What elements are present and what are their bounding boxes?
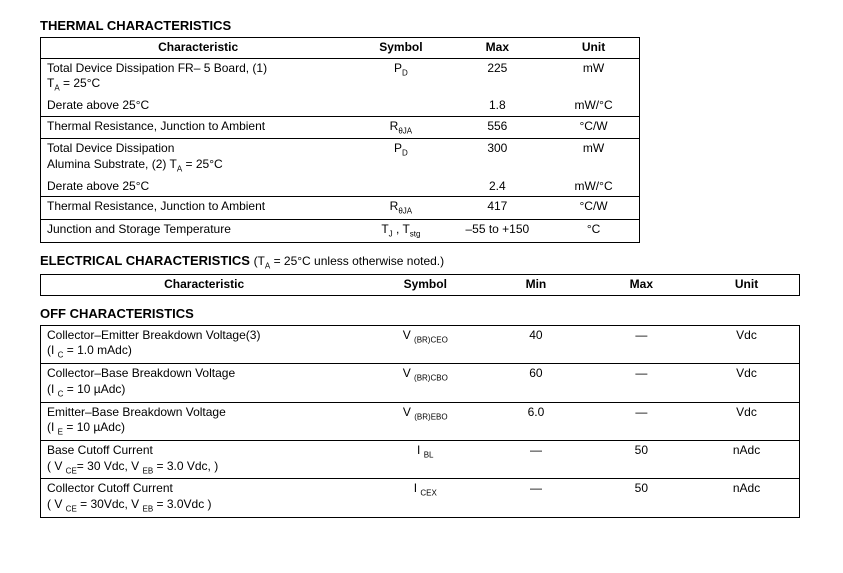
cell-max: — — [589, 364, 694, 402]
cell-char: Total Device DissipationAlumina Substrat… — [41, 139, 356, 177]
off-title: OFF CHARACTERISTICS — [40, 306, 803, 321]
table-row: Base Cutoff Current( V CE= 30 Vdc, V EB … — [41, 440, 800, 478]
cell-max: 225 — [447, 58, 549, 96]
table-row: Junction and Storage TemperatureTJ , Tst… — [41, 220, 640, 243]
cell-min: 40 — [483, 325, 588, 363]
table-row: Emitter–Base Breakdown Voltage(I E = 10 … — [41, 402, 800, 440]
cell-char: Derate above 25°C — [41, 177, 356, 197]
cell-unit: mW/°C — [548, 96, 639, 116]
cell-unit: °C — [548, 220, 639, 243]
cell-char: Thermal Resistance, Junction to Ambient — [41, 116, 356, 139]
cell-unit: mW — [548, 58, 639, 96]
cell-sym: I CEX — [367, 479, 483, 517]
eth-char: Characteristic — [41, 275, 368, 296]
cell-sym: PD — [355, 58, 446, 96]
table-row: Collector–Emitter Breakdown Voltage(3)(I… — [41, 325, 800, 363]
cell-sym: V (BR)CBO — [367, 364, 483, 402]
cell-sym: PD — [355, 139, 446, 177]
cell-unit: nAdc — [694, 479, 799, 517]
cell-sym — [355, 177, 446, 197]
cell-sym: V (BR)EBO — [367, 402, 483, 440]
cell-min: — — [483, 479, 588, 517]
thermal-title: THERMAL CHARACTERISTICS — [40, 18, 803, 33]
electrical-header-table: Characteristic Symbol Min Max Unit — [40, 274, 800, 296]
electrical-title-text: ELECTRICAL CHARACTERISTICS — [40, 253, 250, 268]
cell-min: 6.0 — [483, 402, 588, 440]
cell-char: Thermal Resistance, Junction to Ambient — [41, 197, 356, 220]
cell-max: 417 — [447, 197, 549, 220]
cell-unit: °C/W — [548, 116, 639, 139]
electrical-header-row: Characteristic Symbol Min Max Unit — [41, 275, 800, 296]
cell-char: Total Device Dissipation FR– 5 Board, (1… — [41, 58, 356, 96]
thermal-header-row: Characteristic Symbol Max Unit — [41, 38, 640, 59]
cell-max: — — [589, 402, 694, 440]
cell-char: Junction and Storage Temperature — [41, 220, 356, 243]
eth-sym: Symbol — [367, 275, 483, 296]
cell-min: — — [483, 440, 588, 478]
cell-char: Base Cutoff Current( V CE= 30 Vdc, V EB … — [41, 440, 368, 478]
th-char: Characteristic — [41, 38, 356, 59]
cell-char: Collector Cutoff Current( V CE = 30Vdc, … — [41, 479, 368, 517]
cell-max: — — [589, 325, 694, 363]
th-sym: Symbol — [355, 38, 446, 59]
cell-sym: I BL — [367, 440, 483, 478]
table-row: Thermal Resistance, Junction to AmbientR… — [41, 197, 640, 220]
cell-sym: RθJA — [355, 197, 446, 220]
cell-max: 50 — [589, 479, 694, 517]
cell-min: 60 — [483, 364, 588, 402]
cell-char: Emitter–Base Breakdown Voltage(I E = 10 … — [41, 402, 368, 440]
cell-sym: V (BR)CEO — [367, 325, 483, 363]
eth-max: Max — [589, 275, 694, 296]
table-row: Collector–Base Breakdown Voltage(I C = 1… — [41, 364, 800, 402]
cell-max: 2.4 — [447, 177, 549, 197]
table-row: Total Device Dissipation FR– 5 Board, (1… — [41, 58, 640, 96]
eth-unit: Unit — [694, 275, 799, 296]
cell-max: –55 to +150 — [447, 220, 549, 243]
cell-sym: TJ , Tstg — [355, 220, 446, 243]
cell-unit: °C/W — [548, 197, 639, 220]
cell-unit: nAdc — [694, 440, 799, 478]
table-row: Thermal Resistance, Junction to AmbientR… — [41, 116, 640, 139]
cell-char: Collector–Base Breakdown Voltage(I C = 1… — [41, 364, 368, 402]
th-unit: Unit — [548, 38, 639, 59]
eth-min: Min — [483, 275, 588, 296]
th-max: Max — [447, 38, 549, 59]
table-row: Collector Cutoff Current( V CE = 30Vdc, … — [41, 479, 800, 517]
cell-unit: Vdc — [694, 364, 799, 402]
electrical-title: ELECTRICAL CHARACTERISTICS (TA = 25°C un… — [40, 253, 803, 270]
electrical-note: (TA = 25°C unless otherwise noted.) — [254, 254, 445, 268]
cell-unit: Vdc — [694, 402, 799, 440]
cell-char: Collector–Emitter Breakdown Voltage(3)(I… — [41, 325, 368, 363]
thermal-table: Characteristic Symbol Max Unit Total Dev… — [40, 37, 640, 243]
table-row: Derate above 25°C 1.8mW/°C — [41, 96, 640, 116]
table-row: Derate above 25°C 2.4mW/°C — [41, 177, 640, 197]
cell-char: Derate above 25°C — [41, 96, 356, 116]
cell-unit: mW — [548, 139, 639, 177]
cell-max: 556 — [447, 116, 549, 139]
cell-unit: Vdc — [694, 325, 799, 363]
cell-max: 50 — [589, 440, 694, 478]
off-table: Collector–Emitter Breakdown Voltage(3)(I… — [40, 325, 800, 518]
cell-max: 300 — [447, 139, 549, 177]
table-row: Total Device DissipationAlumina Substrat… — [41, 139, 640, 177]
cell-sym: RθJA — [355, 116, 446, 139]
cell-max: 1.8 — [447, 96, 549, 116]
cell-unit: mW/°C — [548, 177, 639, 197]
cell-sym — [355, 96, 446, 116]
